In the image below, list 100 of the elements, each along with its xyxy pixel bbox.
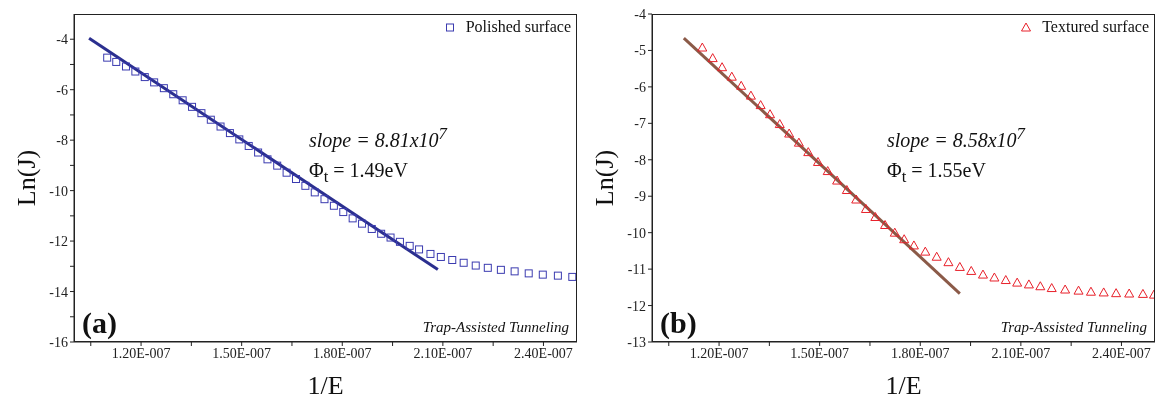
point bbox=[395, 237, 404, 246]
x-tick-label: 1.80E-007 bbox=[890, 345, 950, 361]
x-tick-label: 2.10E-007 bbox=[991, 345, 1051, 361]
point bbox=[405, 241, 414, 250]
point bbox=[310, 188, 319, 197]
point bbox=[263, 155, 272, 164]
point bbox=[707, 53, 718, 63]
point bbox=[131, 67, 140, 76]
point bbox=[1111, 288, 1122, 298]
y-tick-label: -4 bbox=[634, 6, 646, 22]
point bbox=[121, 62, 130, 71]
point bbox=[206, 115, 215, 124]
x-axis-title: 1/E bbox=[885, 371, 922, 400]
point bbox=[745, 90, 756, 100]
x-tick-label: 2.10E-007 bbox=[413, 345, 473, 361]
point bbox=[358, 219, 367, 228]
y-axis-title: Ln(J) bbox=[590, 149, 620, 207]
y-tick-label: -11 bbox=[627, 262, 646, 278]
point bbox=[235, 135, 244, 144]
y-tick-label: -6 bbox=[634, 79, 646, 95]
point bbox=[471, 261, 480, 270]
point bbox=[348, 214, 357, 223]
y-tick-label: -8 bbox=[56, 133, 68, 149]
y-tick-label: -12 bbox=[49, 234, 68, 250]
point bbox=[538, 270, 547, 279]
point bbox=[415, 245, 424, 254]
x-tick-label: 1.50E-007 bbox=[790, 345, 850, 361]
y-axis-title: Ln(J) bbox=[12, 149, 42, 207]
point bbox=[765, 109, 776, 119]
x-tick-label: 1.20E-007 bbox=[689, 345, 749, 361]
point bbox=[436, 252, 445, 261]
point bbox=[553, 271, 562, 280]
point bbox=[169, 90, 178, 99]
x-tick-label: 1.50E-007 bbox=[212, 345, 272, 361]
point bbox=[150, 78, 159, 87]
point bbox=[803, 147, 814, 157]
annotation: Trap-Assisted Tunneling bbox=[1000, 319, 1147, 335]
point bbox=[524, 269, 533, 278]
point bbox=[112, 57, 121, 66]
y-tick-label: -12 bbox=[627, 298, 646, 314]
point bbox=[908, 240, 919, 250]
point bbox=[1060, 284, 1071, 294]
point bbox=[159, 84, 168, 93]
point bbox=[301, 181, 310, 190]
point bbox=[339, 208, 348, 217]
y-tick-label: -5 bbox=[634, 43, 646, 59]
point bbox=[103, 53, 112, 62]
annotation: Trap-Assisted Tunneling bbox=[422, 319, 569, 335]
point bbox=[273, 161, 282, 170]
point bbox=[784, 128, 795, 138]
point bbox=[989, 272, 1000, 282]
point bbox=[1012, 277, 1023, 287]
point bbox=[880, 220, 891, 230]
point bbox=[216, 122, 225, 131]
point bbox=[1137, 288, 1148, 298]
point bbox=[510, 267, 519, 276]
point bbox=[793, 137, 804, 147]
y-tick-label: -16 bbox=[49, 334, 68, 350]
point bbox=[726, 71, 737, 81]
point bbox=[1046, 283, 1057, 293]
point bbox=[377, 229, 386, 238]
point bbox=[832, 175, 843, 185]
annotation: slope = 8.81x10$^{7}$ bbox=[309, 124, 447, 151]
annotation: slope = 8.58x10$^{7}$ bbox=[887, 124, 1025, 151]
point bbox=[870, 212, 881, 221]
legend-label: Textured surface bbox=[1042, 18, 1149, 36]
point bbox=[367, 224, 376, 233]
point bbox=[812, 156, 823, 166]
point bbox=[496, 265, 505, 274]
x-tick-label: 1.80E-007 bbox=[312, 345, 372, 361]
y-tick-label: -9 bbox=[634, 189, 646, 205]
point bbox=[851, 194, 862, 204]
point bbox=[140, 73, 149, 82]
x-tick-label: 2.40E-007 bbox=[514, 345, 573, 361]
x-tick-label: 1.20E-007 bbox=[111, 345, 171, 361]
point bbox=[841, 185, 852, 195]
point bbox=[568, 272, 577, 281]
point bbox=[1124, 288, 1135, 298]
point bbox=[282, 168, 291, 177]
y-tick-label: -6 bbox=[56, 82, 68, 98]
point bbox=[254, 148, 263, 157]
annotation: (a) bbox=[82, 306, 117, 339]
point bbox=[329, 201, 338, 210]
point bbox=[188, 102, 197, 111]
annotation: Φ$_{t}$ = 1.55eV bbox=[887, 159, 986, 186]
annotation: (b) bbox=[660, 306, 697, 339]
point bbox=[717, 62, 728, 72]
point bbox=[225, 129, 234, 138]
y-tick-label: -14 bbox=[49, 284, 68, 300]
point bbox=[178, 96, 187, 105]
point bbox=[697, 42, 708, 52]
y-tick-label: -8 bbox=[634, 152, 646, 168]
point bbox=[459, 258, 468, 267]
point bbox=[931, 251, 942, 261]
point bbox=[822, 166, 833, 176]
point bbox=[1098, 287, 1109, 297]
point bbox=[977, 269, 988, 279]
point bbox=[920, 246, 931, 256]
point bbox=[860, 203, 871, 213]
y-tick-label: -7 bbox=[634, 116, 646, 132]
